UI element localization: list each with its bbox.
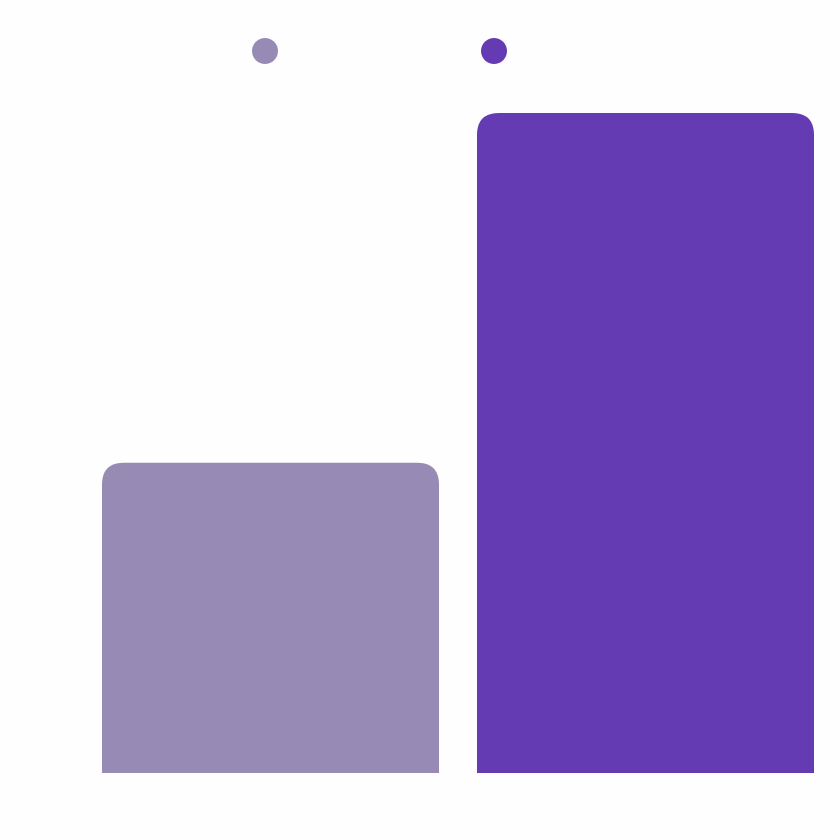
bar — [477, 113, 814, 773]
legend-marker — [481, 38, 507, 64]
legend-marker — [252, 38, 278, 64]
bar — [102, 462, 439, 773]
